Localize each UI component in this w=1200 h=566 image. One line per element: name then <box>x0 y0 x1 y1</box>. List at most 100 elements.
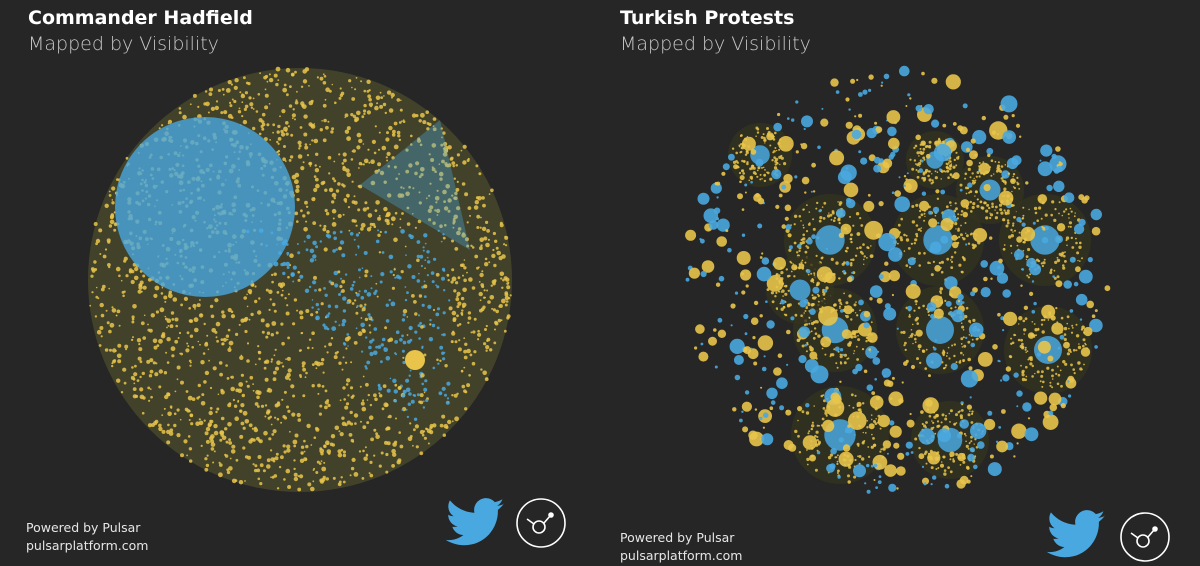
node <box>104 348 109 352</box>
node <box>412 213 414 215</box>
node <box>259 463 264 468</box>
node <box>391 286 395 290</box>
node <box>1037 161 1053 177</box>
node <box>808 322 811 325</box>
node <box>988 206 991 210</box>
node <box>312 480 315 483</box>
node <box>987 153 991 158</box>
node <box>375 239 380 244</box>
node <box>1026 274 1029 277</box>
node <box>963 432 967 436</box>
node <box>258 357 261 361</box>
node <box>1077 345 1082 350</box>
node <box>304 376 307 379</box>
node <box>325 87 330 92</box>
node <box>937 428 951 443</box>
node <box>323 287 326 290</box>
node <box>323 75 327 78</box>
node <box>779 405 785 411</box>
node <box>950 259 952 261</box>
node <box>947 466 950 469</box>
node <box>174 339 179 344</box>
node <box>1027 276 1030 279</box>
node <box>867 446 870 448</box>
node <box>402 120 406 123</box>
node <box>1076 251 1080 255</box>
node <box>861 441 865 445</box>
node <box>801 176 810 185</box>
node <box>1021 346 1025 350</box>
node <box>266 331 271 335</box>
node <box>910 332 914 336</box>
node <box>742 160 746 163</box>
node <box>462 274 464 277</box>
node <box>1094 309 1098 313</box>
node <box>943 469 947 472</box>
node <box>361 350 364 353</box>
node <box>344 200 347 203</box>
node <box>442 233 445 236</box>
node <box>415 161 420 166</box>
node <box>117 359 122 364</box>
node <box>815 207 818 210</box>
node <box>262 469 266 473</box>
node <box>778 148 781 151</box>
node <box>492 248 495 252</box>
node <box>498 304 503 308</box>
node <box>227 422 232 427</box>
node <box>277 149 281 153</box>
node <box>816 266 833 283</box>
node <box>428 337 434 342</box>
node <box>257 93 261 96</box>
node <box>195 421 200 427</box>
node <box>370 180 376 186</box>
node <box>861 457 865 461</box>
node <box>312 240 317 246</box>
node <box>949 164 953 168</box>
node <box>1079 367 1083 371</box>
node <box>822 407 826 410</box>
node <box>996 272 1009 284</box>
node <box>849 215 851 218</box>
node <box>418 400 422 404</box>
node <box>395 274 400 279</box>
node <box>261 120 265 124</box>
node <box>742 172 745 175</box>
node <box>108 224 113 228</box>
node <box>998 360 1001 363</box>
node <box>420 325 424 329</box>
node <box>431 323 436 328</box>
node <box>500 277 503 280</box>
node <box>280 132 286 137</box>
node <box>252 463 255 466</box>
node <box>911 220 916 224</box>
node <box>855 363 863 372</box>
node <box>955 422 958 424</box>
node <box>383 347 389 353</box>
node <box>164 315 167 318</box>
node <box>133 275 139 281</box>
node <box>955 164 958 167</box>
node <box>386 388 391 393</box>
node <box>392 442 397 447</box>
node <box>393 165 397 169</box>
node <box>929 144 931 147</box>
node <box>225 364 228 367</box>
node <box>878 158 884 164</box>
node <box>957 213 960 216</box>
node <box>293 444 297 448</box>
node <box>934 339 937 342</box>
node <box>795 100 799 104</box>
node <box>340 448 344 452</box>
node <box>221 314 226 319</box>
node <box>985 216 989 220</box>
node <box>963 344 967 348</box>
node <box>906 419 915 428</box>
node <box>829 453 834 457</box>
node <box>361 307 366 312</box>
node <box>735 160 738 163</box>
node <box>158 338 163 344</box>
node <box>339 230 343 234</box>
node <box>344 361 348 364</box>
node <box>868 74 874 80</box>
